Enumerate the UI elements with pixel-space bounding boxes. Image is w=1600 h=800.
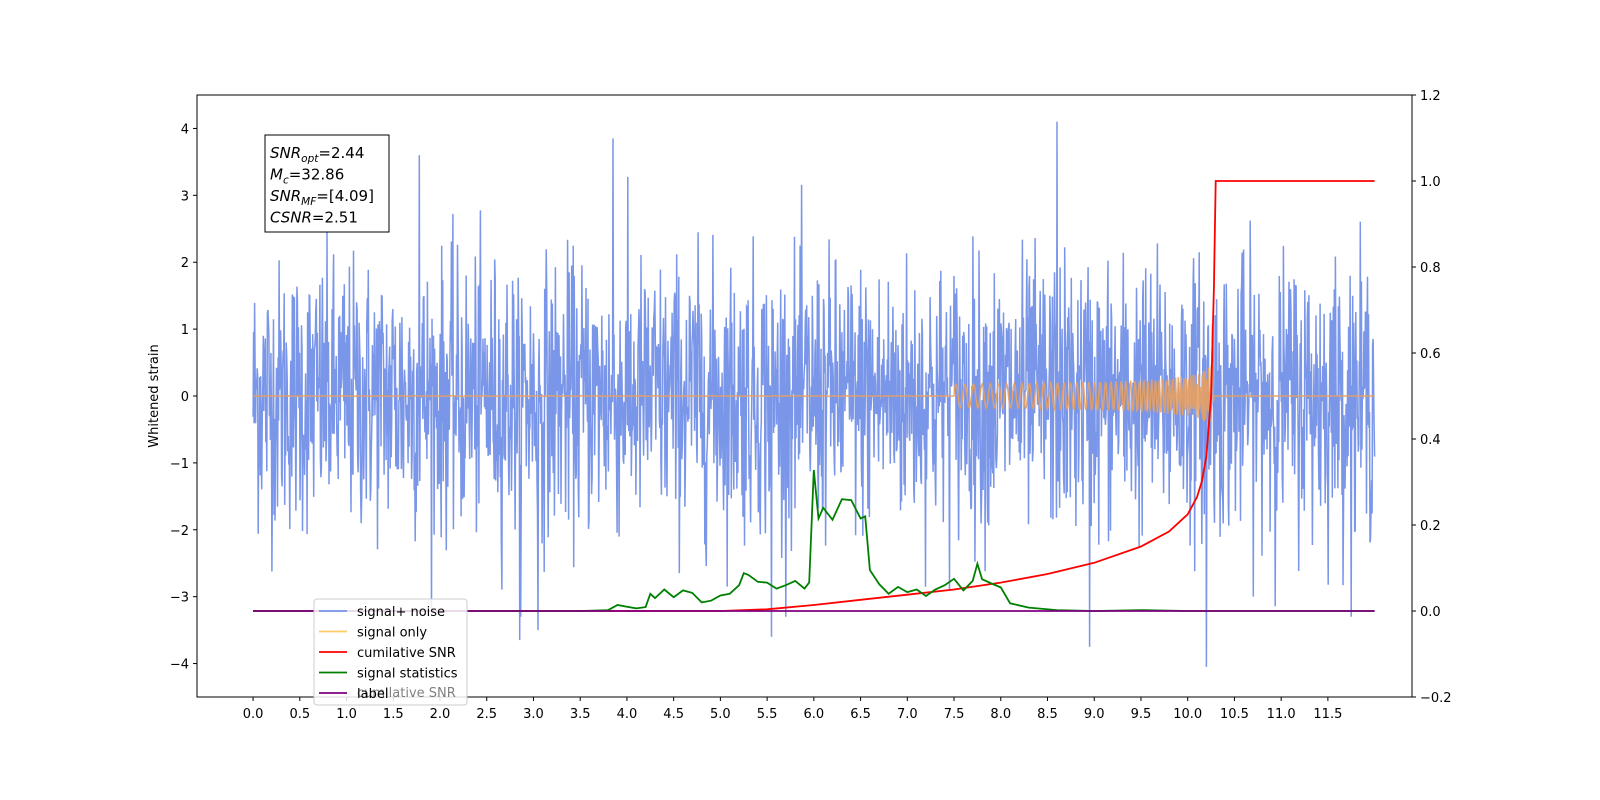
x-tick-label: 2.0 <box>430 707 451 722</box>
y2-tick-label: −0.2 <box>1420 691 1452 706</box>
series-signal-statistics-line <box>253 469 1375 612</box>
x-tick-label: 7.0 <box>897 707 918 722</box>
x-tick-label: 9.5 <box>1131 707 1152 722</box>
y2-tick-label: 0.2 <box>1420 519 1441 534</box>
x-tick-label: 7.5 <box>944 707 965 722</box>
series-signal-noise-line <box>252 121 1376 667</box>
x-tick-label: 0.0 <box>243 707 264 722</box>
annotation-symbol: CSNR <box>270 209 312 227</box>
x-tick-label: 1.0 <box>336 707 357 722</box>
legend-label[interactable]: signal only <box>357 626 427 641</box>
x-tick-label: 8.0 <box>990 707 1011 722</box>
y-tick-label: 0 <box>181 390 189 405</box>
series-cumilative-snr-line <box>253 180 1375 612</box>
annotation-subscript: opt <box>301 153 319 165</box>
x-tick-label: 0.5 <box>289 707 310 722</box>
annotation-value: =2.44 <box>318 144 364 162</box>
x-tick-label: 5.5 <box>757 707 778 722</box>
annotation-value: =32.86 <box>289 166 345 184</box>
annotation-line: SNRMF=[4.09] <box>270 187 374 208</box>
annotation-subscript: c <box>283 175 289 187</box>
x-tick-label: 11.5 <box>1313 707 1342 722</box>
x-tick-label: 9.0 <box>1084 707 1105 722</box>
annotation-value: =2.51 <box>312 209 358 227</box>
y-tick-label: −3 <box>170 591 189 606</box>
x-tick-label: 3.5 <box>570 707 591 722</box>
annotation-line: Mc=32.86 <box>270 166 344 187</box>
x-tick-label: 10.5 <box>1220 707 1249 722</box>
x-tick-label: 3.0 <box>523 707 544 722</box>
y-tick-label: −1 <box>170 457 189 472</box>
y2-tick-label: 0.0 <box>1420 605 1441 620</box>
x-tick-label: 10.0 <box>1173 707 1202 722</box>
y-tick-label: 2 <box>181 256 189 271</box>
x-tick-label: 6.5 <box>850 707 871 722</box>
legend-frame <box>313 598 468 706</box>
annotation-value: =[4.09] <box>316 187 374 205</box>
legend-label[interactable]: cumilative SNR <box>357 646 456 661</box>
legend-label[interactable]: label <box>357 687 388 702</box>
x-tick-label: 1.5 <box>383 707 404 722</box>
legend-ghost-label: cumilative SNR <box>357 686 456 701</box>
x-tick-label: 6.0 <box>804 707 825 722</box>
legend[interactable]: signal+ noise signal only cumilative SNR si… <box>313 598 468 706</box>
series-signal-only-line <box>253 360 1375 423</box>
y-tick-label: −4 <box>170 658 189 673</box>
y2-tick-label: 0.4 <box>1420 433 1441 448</box>
annotation-symbol: SNR <box>270 187 301 205</box>
y-tick-label: 1 <box>181 323 189 338</box>
x-tick-label: 4.5 <box>663 707 684 722</box>
x-tick-label: 5.0 <box>710 707 731 722</box>
axes: 0.0 0.5 1.0 1.5 2.0 2.5 3.0 3.5 4.0 4.5 5.0 5.5 6.0 6… <box>170 89 1452 722</box>
y2-tick-label: 0.8 <box>1420 261 1441 276</box>
legend-label[interactable]: signal statistics <box>357 667 458 682</box>
annotation-subscript: MF <box>301 196 317 208</box>
annotation-line: SNRopt=2.44 <box>270 144 364 165</box>
legend-label[interactable]: signal+ noise <box>357 605 445 620</box>
y-axis-label: Whitened strain <box>147 344 162 447</box>
x-tick-label: 8.5 <box>1037 707 1058 722</box>
y2-tick-label: 1.2 <box>1420 89 1441 104</box>
annotation-line: CSNR=2.51 <box>270 209 358 227</box>
y2-tick-label: 1.0 <box>1420 175 1441 190</box>
annotation-frame <box>264 134 390 233</box>
y-tick-label: 4 <box>181 122 189 137</box>
annotation-symbol: M <box>270 166 283 184</box>
annotation-symbol: SNR <box>270 144 301 162</box>
y-tick-label: 3 <box>181 189 189 204</box>
plot-area <box>252 121 1376 667</box>
x-tick-label: 4.0 <box>617 707 638 722</box>
x-tick-label: 11.0 <box>1267 707 1296 722</box>
y2-tick-label: 0.6 <box>1420 347 1441 362</box>
y-tick-label: −2 <box>170 524 189 539</box>
x-tick-label: 2.5 <box>476 707 497 722</box>
